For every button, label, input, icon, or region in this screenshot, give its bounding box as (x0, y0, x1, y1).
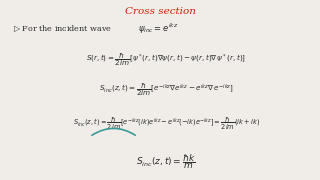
Text: $S_{inc}(z,t) = \dfrac{\hbar k}{m}$: $S_{inc}(z,t) = \dfrac{\hbar k}{m}$ (136, 153, 196, 171)
Text: $S_{inc}(z,t) = \dfrac{\hbar}{2im}[e^{-ikz}\nabla e^{ikz} - e^{ikz}\nabla\, e^{-: $S_{inc}(z,t) = \dfrac{\hbar}{2im}[e^{-i… (99, 82, 234, 98)
Text: Cross section: Cross section (124, 7, 196, 16)
Text: $S(r,t) = \dfrac{\hbar}{2im}[\psi^*(r,t)\nabla\psi(r,t) - \psi(r,t)\nabla\,\psi^: $S(r,t) = \dfrac{\hbar}{2im}[\psi^*(r,t)… (86, 51, 246, 68)
Text: $\triangleright$ For the incident wave: $\triangleright$ For the incident wave (13, 23, 112, 34)
Text: $S_{inc}(z,t) = \dfrac{\hbar}{2im}[e^{-ikz}(ik)e^{ikz} - e^{ikz}(-ik)e^{-ikz}] =: $S_{inc}(z,t) = \dfrac{\hbar}{2im}[e^{-i… (73, 116, 260, 132)
Text: $\psi_{inc} = e^{ikz}$: $\psi_{inc} = e^{ikz}$ (138, 22, 178, 36)
